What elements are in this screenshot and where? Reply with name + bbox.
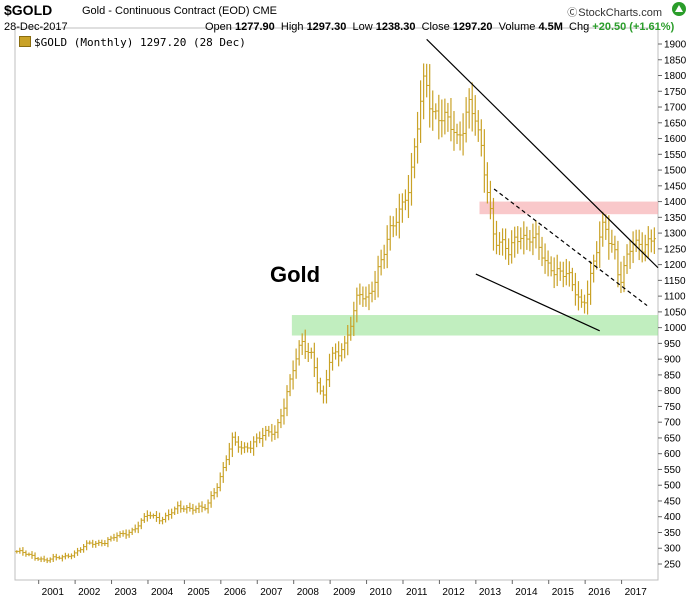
x-tick-label: 2001 (42, 587, 65, 598)
chart-annotation: Gold (270, 262, 321, 287)
y-tick-label: 1750 (664, 87, 687, 98)
x-tick-label: 2015 (552, 587, 575, 598)
description: Gold - Continuous Contract (EOD) CME (82, 5, 278, 17)
watermark[interactable]: StockCharts.com (567, 4, 662, 19)
trendlines (426, 38, 659, 332)
x-tick-label: 2010 (370, 587, 393, 598)
close-value: 1297.20 (452, 21, 493, 33)
y-tick-label: 450 (664, 496, 681, 507)
y-tick-label: 900 (664, 355, 681, 366)
volume-label: Volume (498, 21, 536, 33)
y-tick-label: 350 (664, 528, 681, 539)
y-tick-label: 1800 (664, 71, 687, 82)
x-tick-label: 2007 (260, 587, 283, 598)
chg-label: Chg (569, 21, 590, 33)
y-tick-label: 1450 (664, 181, 687, 192)
volume-value: 4.5M (538, 21, 563, 33)
x-tick-label: 2003 (115, 587, 138, 598)
y-axis: 250 300 350 400 450 500 550 600 650 700 750 800 850 9… (658, 40, 687, 571)
x-tick-label: 2016 (588, 587, 611, 598)
y-tick-label: 1350 (664, 213, 687, 224)
x-tick-label: 2011 (406, 587, 428, 598)
x-tick-label: 2014 (515, 587, 538, 598)
y-tick-label: 500 (664, 481, 681, 492)
x-tick-label: 2008 (297, 587, 320, 598)
open-value: 1277.90 (234, 21, 275, 33)
low-value: 1238.30 (375, 21, 416, 33)
legend-text: $GOLD (Monthly) 1297.20 (28 Dec) (34, 36, 246, 49)
x-tick-label: 2012 (442, 587, 465, 598)
y-tick-label: 1300 (664, 229, 687, 240)
y-tick-label: 950 (664, 339, 681, 350)
y-tick-label: 550 (664, 465, 681, 476)
y-tick-label: 250 (664, 560, 681, 571)
y-tick-label: 650 (664, 433, 681, 444)
chart-legend: $GOLD (Monthly) 1297.20 (28 Dec) (19, 36, 246, 49)
y-tick-label: 1700 (664, 103, 687, 114)
plot-area (14, 27, 659, 581)
legend-swatch (19, 36, 31, 47)
y-tick-label: 750 (664, 402, 681, 413)
y-tick-label: 1550 (664, 150, 687, 161)
up-arrow-icon (672, 2, 686, 16)
open-label: Open (205, 21, 232, 33)
trendline-2 (475, 273, 600, 332)
y-tick-label: 1150 (664, 276, 686, 287)
y-tick-label: 300 (664, 544, 681, 555)
date: 28-Dec-2017 (4, 21, 68, 33)
x-tick-label: 2002 (78, 587, 101, 598)
y-tick-label: 1900 (664, 40, 687, 51)
support-zone (291, 315, 658, 336)
x-tick-label: 2013 (479, 587, 502, 598)
chart-header: $GOLD Gold - Continuous Contract (EOD) C… (0, 0, 700, 34)
y-tick-label: 1400 (664, 197, 687, 208)
y-tick-label: 1250 (664, 244, 687, 255)
trendline-1 (426, 38, 659, 269)
x-axis: 2001 2002 2003 2004 2005 2006 2007 2008 2009 2010… (38, 580, 648, 598)
y-tick-label: 1850 (664, 55, 687, 66)
y-tick-label: 850 (664, 370, 681, 381)
y-tick-label: 1200 (664, 260, 687, 271)
y-tick-label: 1650 (664, 118, 687, 129)
chg-value: +20.50 (+1.61%) (592, 21, 675, 33)
low-label: Low (352, 21, 373, 33)
y-tick-label: 1500 (664, 166, 687, 177)
y-tick-label: 1050 (664, 307, 687, 318)
high-label: High (280, 21, 304, 33)
y-tick-label: 600 (664, 449, 681, 460)
x-tick-label: 2006 (224, 587, 247, 598)
y-tick-label: 1000 (664, 323, 687, 334)
y-tick-label: 400 (664, 512, 681, 523)
y-tick-label: 1600 (664, 134, 687, 145)
x-tick-label: 2017 (625, 587, 648, 598)
ohlc-summary: Open 1277.90 High 1297.30 Low 1238.30 Cl… (205, 21, 674, 33)
x-tick-label: 2004 (151, 587, 174, 598)
resistance-zone (479, 201, 658, 215)
close-label: Close (421, 21, 450, 33)
price-bars (15, 63, 656, 564)
y-tick-label: 700 (664, 418, 681, 429)
x-tick-label: 2005 (187, 587, 210, 598)
high-value: 1297.30 (306, 21, 347, 33)
y-tick-label: 800 (664, 386, 681, 397)
x-tick-label: 2009 (333, 587, 356, 598)
y-tick-label: 1100 (664, 292, 686, 303)
symbol: $GOLD (4, 2, 53, 18)
